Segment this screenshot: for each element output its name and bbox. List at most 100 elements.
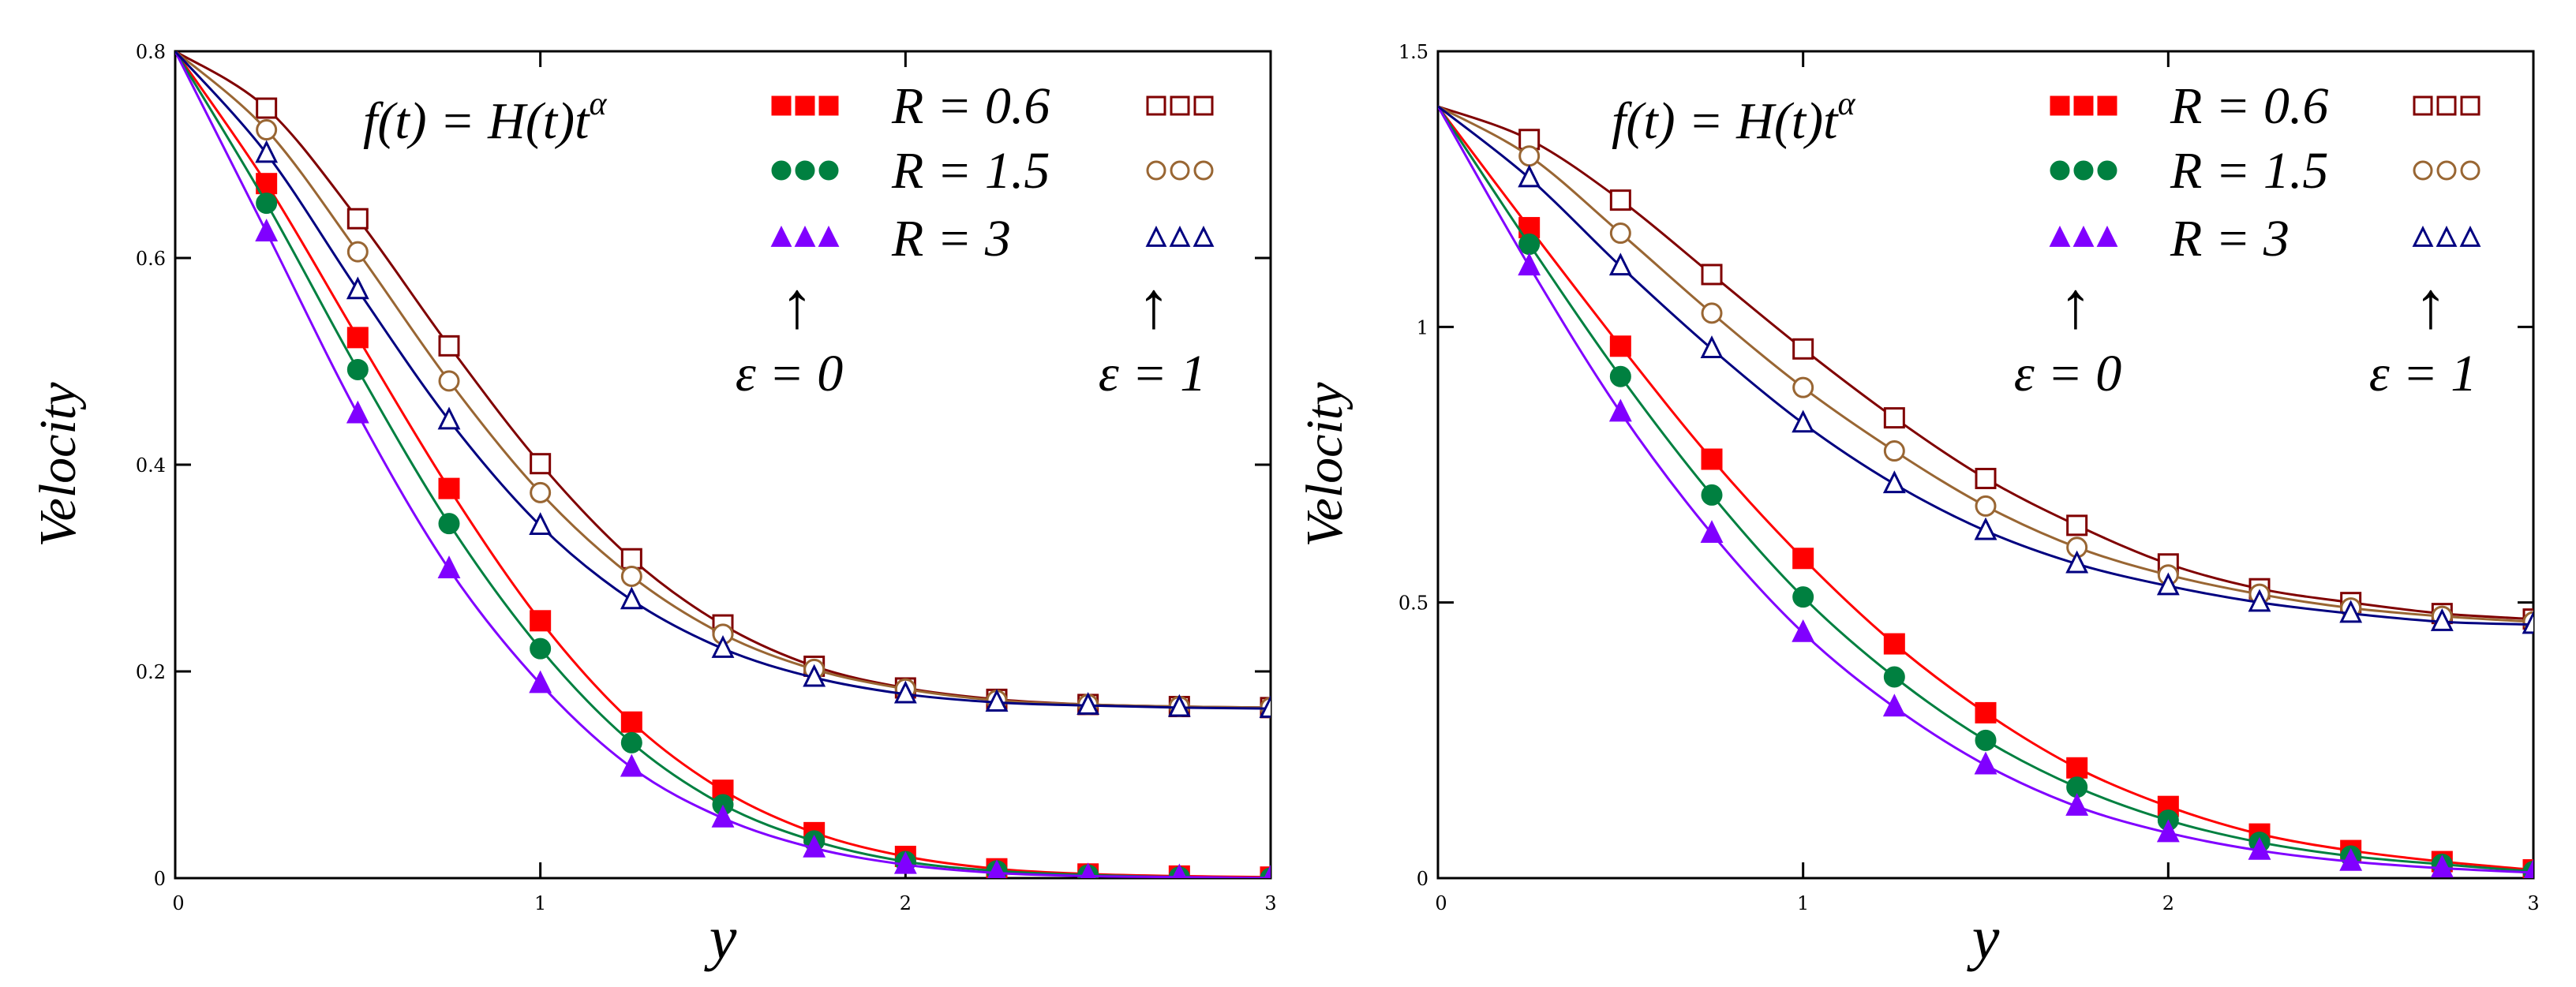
legend-marker (1193, 160, 1214, 181)
data-point (1883, 633, 1905, 655)
legend-marker (2460, 160, 2481, 181)
data-point (438, 513, 460, 535)
data-point (346, 400, 369, 424)
data-point (620, 731, 642, 753)
legend-marker (1193, 95, 1214, 116)
x-tick-label: 1 (534, 892, 546, 914)
legend-marker (2436, 225, 2458, 247)
data-point (620, 565, 642, 587)
legend-marker (818, 160, 839, 181)
data-point (1172, 863, 1187, 878)
legend-marker (2459, 225, 2481, 247)
up-arrow-icon: ↑ (781, 269, 814, 342)
data-point (620, 586, 643, 610)
series-line (175, 51, 1271, 710)
data-point (529, 512, 552, 535)
legend-marker (795, 95, 815, 116)
data-point (985, 689, 1009, 712)
data-point (346, 358, 369, 380)
data-point (1792, 548, 1814, 570)
x-tick-label: 0 (1435, 892, 1447, 914)
data-point (620, 711, 642, 733)
data-point (256, 97, 278, 119)
series-line (175, 51, 1271, 878)
data-point (2248, 589, 2271, 612)
data-point (346, 241, 369, 263)
legend-marker (2049, 225, 2071, 247)
data-point (1975, 467, 1997, 489)
data-point (1518, 252, 1541, 276)
series-line (175, 51, 1271, 878)
data-point (2066, 757, 2088, 779)
data-point (2065, 550, 2089, 574)
data-point (711, 635, 735, 658)
y-tick-label: 0 (1417, 868, 1428, 890)
legend-label: R = 3 (891, 210, 1011, 267)
data-point (1076, 692, 1100, 715)
formula-text: f(t) = H(t)t (1612, 92, 1839, 150)
formula-annotation: f(t) = H(t)tα (1612, 86, 1855, 150)
legend-marker (1193, 225, 1215, 247)
data-point (1609, 335, 1631, 357)
data-point (1883, 666, 1905, 688)
epsilon-0-label: ε = 0 (736, 345, 844, 402)
legend-marker (1146, 95, 1166, 116)
data-point (530, 481, 552, 503)
legend-marker (770, 225, 792, 247)
data-point (256, 173, 278, 195)
legend-label: R = 0.6 (2170, 77, 2328, 135)
data-point (1518, 145, 1541, 167)
y-tick-label: 1.5 (1398, 41, 1428, 63)
data-point (893, 680, 917, 704)
data-point (711, 804, 735, 828)
data-point (1883, 407, 1905, 429)
series-line (1438, 105, 2533, 872)
legend-marker (1170, 160, 1190, 181)
data-point (1264, 864, 1271, 878)
x-tick-label: 3 (2527, 892, 2539, 914)
data-point (1792, 619, 1815, 642)
legend-marker (818, 95, 839, 116)
data-point (1974, 517, 1998, 540)
y-tick-label: 0 (154, 868, 166, 890)
legend-marker (2413, 160, 2433, 181)
legend-marker (2436, 160, 2457, 181)
formula-annotation: f(t) = H(t)tα (363, 86, 607, 150)
legend-marker (2073, 95, 2094, 116)
legend-marker (2412, 225, 2434, 247)
data-point (437, 406, 461, 430)
data-point (620, 753, 643, 777)
legend-marker (771, 160, 792, 181)
legend-marker (795, 160, 815, 181)
legend-marker (1145, 225, 1167, 247)
data-point (2065, 793, 2089, 816)
y-tick-label: 0.8 (136, 41, 166, 63)
data-point (1792, 376, 1814, 398)
x-axis-label: y (1967, 903, 2000, 972)
data-point (1080, 862, 1096, 878)
series-3 (175, 51, 1271, 878)
data-point (1167, 694, 1191, 717)
legend-marker (2436, 95, 2457, 116)
legend-marker (771, 95, 792, 116)
series-line (1438, 105, 2533, 626)
y-axis-label: Velocity (29, 382, 87, 548)
data-point (1700, 335, 1724, 358)
x-tick-label: 2 (900, 892, 912, 914)
legend-marker (2097, 160, 2117, 181)
up-arrow-icon: ↑ (2414, 269, 2447, 342)
data-point (530, 637, 552, 660)
legend-marker (1170, 95, 1190, 116)
legend-marker (2050, 95, 2070, 116)
series-6 (1438, 105, 2533, 634)
data-point (529, 670, 552, 694)
data-point (2430, 854, 2454, 878)
epsilon-1-label: ε = 1 (2369, 345, 2477, 402)
data-point (803, 664, 826, 687)
data-point (1883, 440, 1905, 462)
legend-marker (818, 225, 840, 247)
data-point (1518, 129, 1541, 151)
plot-frame (174, 50, 1272, 880)
